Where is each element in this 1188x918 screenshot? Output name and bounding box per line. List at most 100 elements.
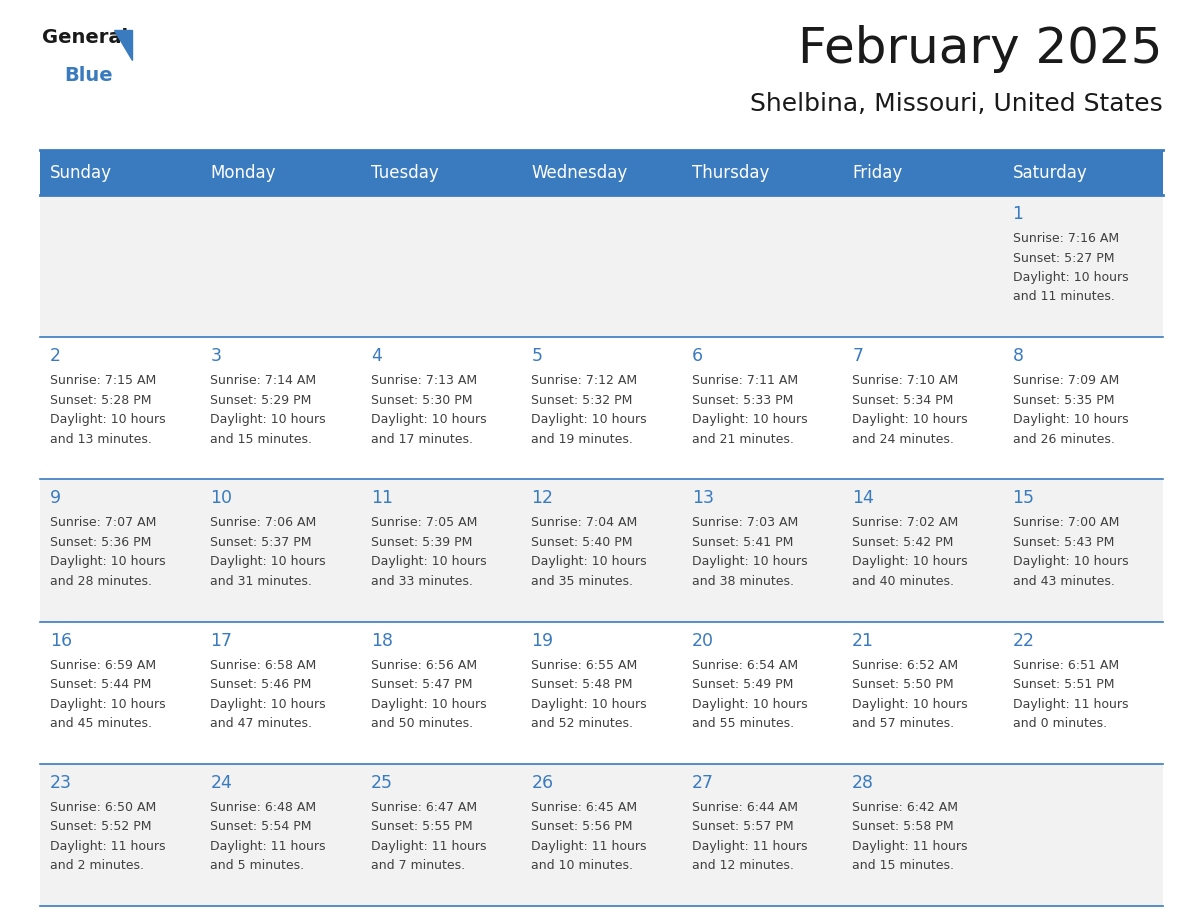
Polygon shape [114,30,132,60]
Text: Daylight: 11 hours: Daylight: 11 hours [210,840,326,853]
Text: and 52 minutes.: and 52 minutes. [531,717,633,730]
Text: Sunset: 5:40 PM: Sunset: 5:40 PM [531,536,633,549]
Text: Daylight: 10 hours: Daylight: 10 hours [210,555,326,568]
Bar [40,621,1163,764]
Text: 24: 24 [210,774,233,792]
Text: Daylight: 10 hours: Daylight: 10 hours [371,413,486,426]
Text: and 31 minutes.: and 31 minutes. [210,575,312,588]
Text: Sunset: 5:58 PM: Sunset: 5:58 PM [852,821,954,834]
Bar [40,479,1163,621]
Text: Daylight: 11 hours: Daylight: 11 hours [1012,698,1129,711]
Text: Daylight: 10 hours: Daylight: 10 hours [1012,555,1129,568]
Text: Sunrise: 6:47 AM: Sunrise: 6:47 AM [371,800,478,813]
Text: and 17 minutes.: and 17 minutes. [371,432,473,446]
Text: Sunset: 5:42 PM: Sunset: 5:42 PM [852,536,954,549]
Text: Sunset: 5:43 PM: Sunset: 5:43 PM [1012,536,1114,549]
Text: Daylight: 11 hours: Daylight: 11 hours [852,840,968,853]
Text: Daylight: 10 hours: Daylight: 10 hours [210,413,326,426]
Text: 3: 3 [210,347,221,365]
Text: Daylight: 10 hours: Daylight: 10 hours [852,698,968,711]
Text: Daylight: 10 hours: Daylight: 10 hours [371,698,486,711]
Text: and 55 minutes.: and 55 minutes. [691,717,794,730]
Text: 13: 13 [691,489,714,508]
Text: Sunrise: 6:48 AM: Sunrise: 6:48 AM [210,800,316,813]
Text: Sunrise: 6:42 AM: Sunrise: 6:42 AM [852,800,959,813]
Text: Daylight: 10 hours: Daylight: 10 hours [531,413,647,426]
Bar [40,764,1163,906]
Text: Sunrise: 6:51 AM: Sunrise: 6:51 AM [1012,658,1119,672]
Text: Sunrise: 6:45 AM: Sunrise: 6:45 AM [531,800,638,813]
Text: Sunrise: 6:59 AM: Sunrise: 6:59 AM [50,658,156,672]
Text: 21: 21 [852,632,874,650]
Text: 6: 6 [691,347,703,365]
Text: 8: 8 [1012,347,1024,365]
Text: and 21 minutes.: and 21 minutes. [691,432,794,446]
Text: Daylight: 10 hours: Daylight: 10 hours [50,698,165,711]
Text: Sunset: 5:34 PM: Sunset: 5:34 PM [852,394,954,407]
Text: Monday: Monday [210,163,276,182]
Text: Sunset: 5:32 PM: Sunset: 5:32 PM [531,394,633,407]
Text: and 43 minutes.: and 43 minutes. [1012,575,1114,588]
Text: Sunrise: 6:44 AM: Sunrise: 6:44 AM [691,800,797,813]
Text: 18: 18 [371,632,393,650]
Text: Sunrise: 7:12 AM: Sunrise: 7:12 AM [531,375,638,387]
Text: Daylight: 10 hours: Daylight: 10 hours [691,555,808,568]
Text: and 11 minutes.: and 11 minutes. [1012,290,1114,304]
Text: and 33 minutes.: and 33 minutes. [371,575,473,588]
Text: Sunrise: 7:00 AM: Sunrise: 7:00 AM [1012,517,1119,530]
Text: Daylight: 11 hours: Daylight: 11 hours [531,840,646,853]
Text: Daylight: 10 hours: Daylight: 10 hours [1012,413,1129,426]
Text: Sunset: 5:27 PM: Sunset: 5:27 PM [1012,252,1114,264]
Text: Daylight: 10 hours: Daylight: 10 hours [852,555,968,568]
Text: and 7 minutes.: and 7 minutes. [371,859,465,872]
Text: Sunrise: 7:07 AM: Sunrise: 7:07 AM [50,517,157,530]
Text: Daylight: 11 hours: Daylight: 11 hours [691,840,807,853]
Text: and 28 minutes.: and 28 minutes. [50,575,152,588]
Text: Saturday: Saturday [1012,163,1087,182]
Text: 19: 19 [531,632,554,650]
Text: 12: 12 [531,489,554,508]
Bar [40,337,1163,479]
Text: Sunset: 5:49 PM: Sunset: 5:49 PM [691,678,794,691]
Text: 28: 28 [852,774,874,792]
Text: and 10 minutes.: and 10 minutes. [531,859,633,872]
Text: Thursday: Thursday [691,163,769,182]
Text: and 19 minutes.: and 19 minutes. [531,432,633,446]
Text: Sunset: 5:56 PM: Sunset: 5:56 PM [531,821,633,834]
Text: Sunset: 5:55 PM: Sunset: 5:55 PM [371,821,473,834]
Text: Sunrise: 7:16 AM: Sunrise: 7:16 AM [1012,232,1119,245]
Text: Sunday: Sunday [50,163,112,182]
Text: and 2 minutes.: and 2 minutes. [50,859,144,872]
Text: Sunrise: 6:50 AM: Sunrise: 6:50 AM [50,800,157,813]
Text: Sunrise: 7:04 AM: Sunrise: 7:04 AM [531,517,638,530]
Text: and 40 minutes.: and 40 minutes. [852,575,954,588]
Text: 10: 10 [210,489,233,508]
Text: Sunrise: 7:06 AM: Sunrise: 7:06 AM [210,517,317,530]
Text: Sunset: 5:57 PM: Sunset: 5:57 PM [691,821,794,834]
Text: Sunrise: 7:03 AM: Sunrise: 7:03 AM [691,517,798,530]
Text: 5: 5 [531,347,542,365]
Text: Sunset: 5:46 PM: Sunset: 5:46 PM [210,678,311,691]
Text: Wednesday: Wednesday [531,163,627,182]
Text: 11: 11 [371,489,393,508]
Text: and 47 minutes.: and 47 minutes. [210,717,312,730]
Text: and 5 minutes.: and 5 minutes. [210,859,304,872]
Text: 1: 1 [1012,205,1024,223]
Text: and 13 minutes.: and 13 minutes. [50,432,152,446]
Text: Sunrise: 7:10 AM: Sunrise: 7:10 AM [852,375,959,387]
Text: 25: 25 [371,774,393,792]
Text: 7: 7 [852,347,864,365]
Text: Sunset: 5:35 PM: Sunset: 5:35 PM [1012,394,1114,407]
Text: Sunrise: 6:54 AM: Sunrise: 6:54 AM [691,658,798,672]
Text: Shelbina, Missouri, United States: Shelbina, Missouri, United States [751,92,1163,116]
Text: 23: 23 [50,774,72,792]
Text: Sunset: 5:39 PM: Sunset: 5:39 PM [371,536,473,549]
Text: Daylight: 10 hours: Daylight: 10 hours [50,413,165,426]
Text: 9: 9 [50,489,61,508]
Text: Sunrise: 7:15 AM: Sunrise: 7:15 AM [50,375,157,387]
Text: Blue: Blue [64,66,113,85]
Text: Sunset: 5:52 PM: Sunset: 5:52 PM [50,821,152,834]
Text: Sunrise: 6:56 AM: Sunrise: 6:56 AM [371,658,478,672]
Text: Sunset: 5:50 PM: Sunset: 5:50 PM [852,678,954,691]
Text: and 38 minutes.: and 38 minutes. [691,575,794,588]
